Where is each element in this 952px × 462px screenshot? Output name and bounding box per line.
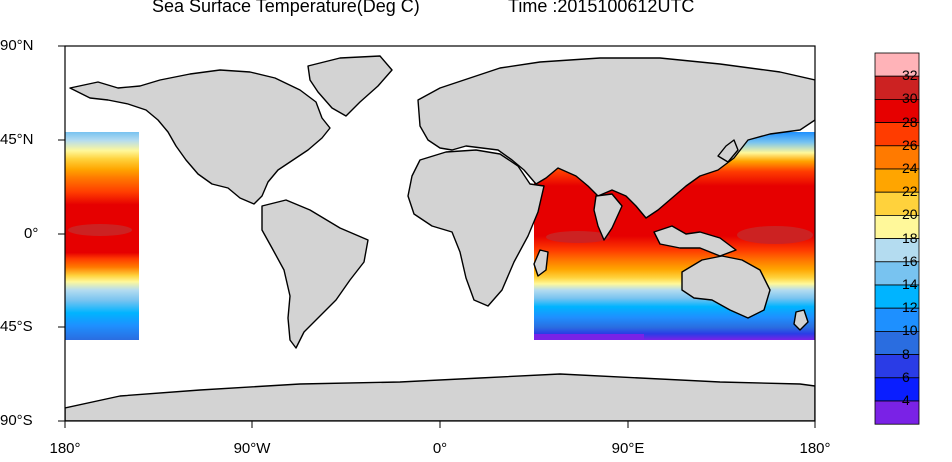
land-japan xyxy=(717,139,739,163)
colorbar-tick-label: 12 xyxy=(902,299,918,316)
colorbar xyxy=(874,52,920,425)
lat-label-45s: 45°S xyxy=(0,318,33,335)
colorbar-tick-label: 18 xyxy=(902,229,918,246)
land-africa xyxy=(407,149,545,307)
colorbar-tick-label: 28 xyxy=(902,113,918,130)
lon-label-0: 0° xyxy=(432,440,448,457)
lat-label-90n: 90°N xyxy=(0,37,34,54)
colorbar-tick-label: 4 xyxy=(902,392,910,408)
land-australia xyxy=(681,255,771,319)
land-south-america xyxy=(261,199,369,349)
colorbar-tick-label: 20 xyxy=(902,206,918,223)
timestamp: Time :2015100612UTC xyxy=(508,0,695,16)
lon-label-180w: 180° xyxy=(49,440,81,457)
cold-spot xyxy=(534,334,644,340)
colorbar-swatch xyxy=(874,400,920,425)
land-india xyxy=(593,193,623,241)
land-eurasia xyxy=(417,57,815,219)
colorbar-tick-label: 10 xyxy=(902,322,918,339)
land-greenland xyxy=(307,55,393,117)
lat-label-0: 0° xyxy=(24,225,39,242)
lat-label-45n: 45°N xyxy=(0,131,34,148)
colorbar-tick-label: 22 xyxy=(902,183,918,200)
land-madagascar xyxy=(533,249,549,277)
sst-field-west xyxy=(65,132,139,340)
lon-label-90e: 90°E xyxy=(611,440,645,457)
lon-label-90w: 90°W xyxy=(233,440,271,457)
colorbar-tick-label: 26 xyxy=(902,136,918,153)
lat-label-90s: 90°S xyxy=(0,412,33,429)
colorbar-tick-label: 16 xyxy=(902,252,918,269)
warm-pool-indian xyxy=(546,231,610,243)
warm-pool-pacific xyxy=(737,226,813,244)
land-antarctica xyxy=(65,373,815,421)
colorbar-swatch xyxy=(874,377,920,402)
warm-pool-west xyxy=(68,224,132,236)
land-north-america xyxy=(69,69,331,205)
page-title: Sea Surface Temperature(Deg C) xyxy=(152,0,420,16)
colorbar-tick-label: 32 xyxy=(902,67,918,84)
lon-label-180e: 180° xyxy=(799,440,831,457)
colorbar-tick-label: 8 xyxy=(902,345,910,362)
land-indonesia xyxy=(653,225,737,257)
colorbar-tick-label: 14 xyxy=(902,276,918,292)
colorbar-swatch xyxy=(874,354,920,379)
colorbar-tick-label: 30 xyxy=(902,90,918,107)
land-new-zealand xyxy=(793,309,809,331)
colorbar-tick-label: 6 xyxy=(902,368,910,385)
colorbar-tick-label: 24 xyxy=(902,160,918,176)
